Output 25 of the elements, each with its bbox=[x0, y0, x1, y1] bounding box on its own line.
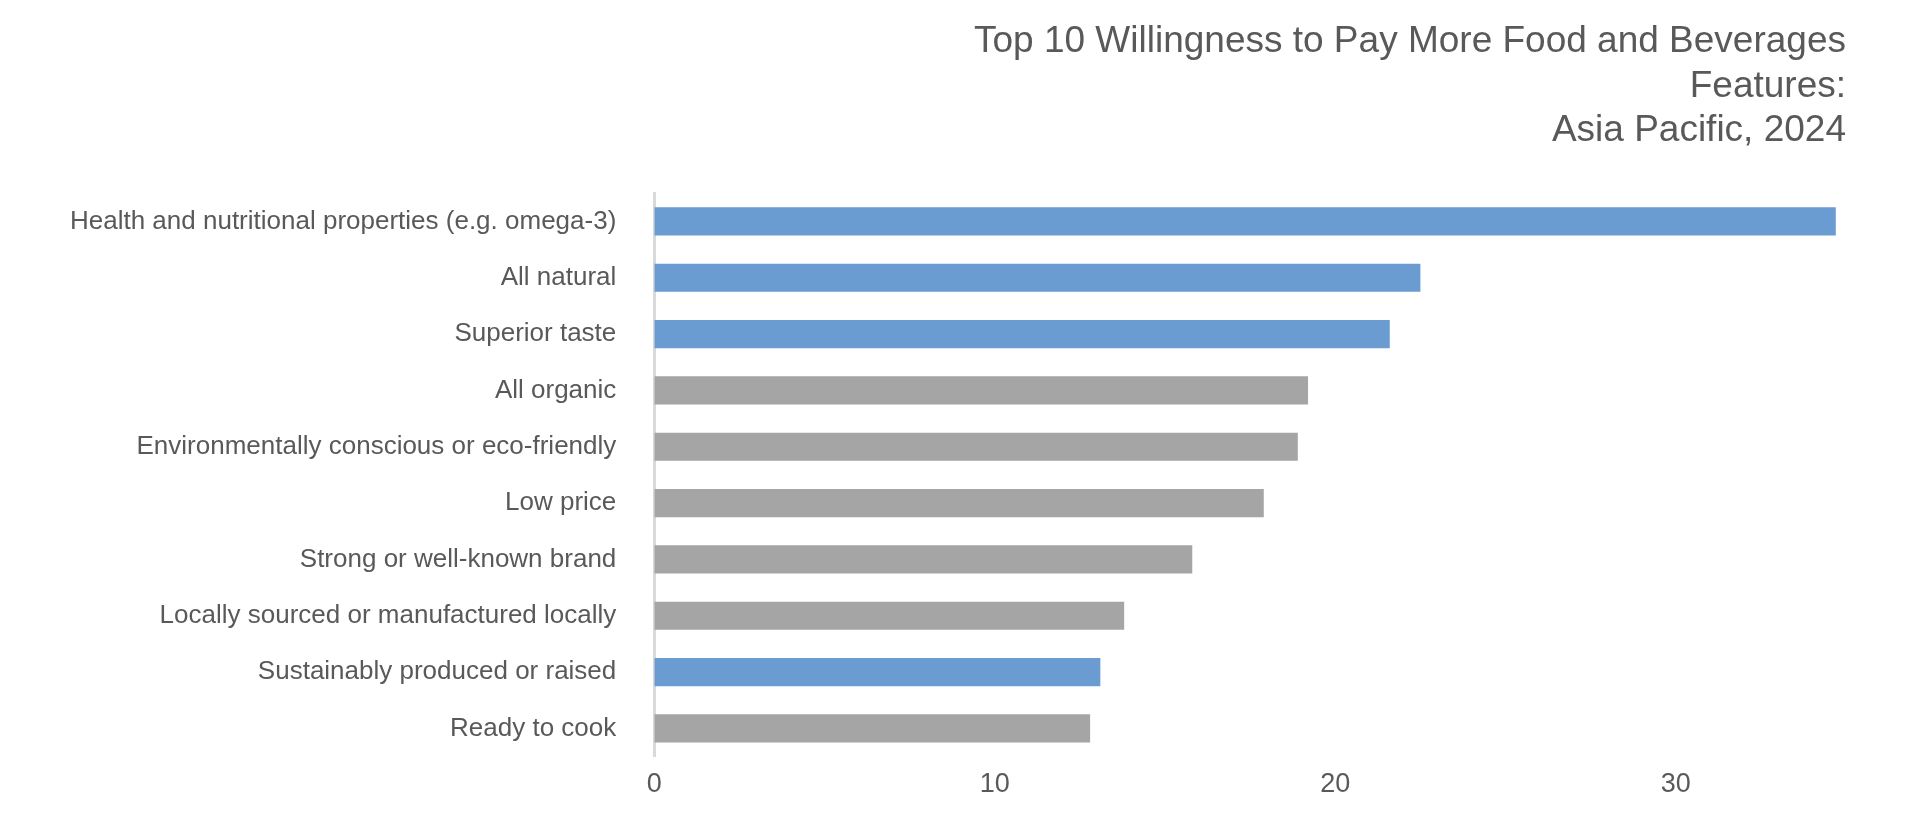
bar bbox=[654, 376, 1309, 405]
bar bbox=[654, 319, 1390, 349]
bar bbox=[654, 207, 1836, 236]
chart-title: Top 10 Willingness to Pay More Food and Beverages Features: Asia Pacific, 2024 bbox=[973, 19, 1846, 150]
y-tick-label: Health and nutritional properties (e.g. omega-3) bbox=[69, 204, 617, 235]
bar bbox=[654, 263, 1421, 292]
y-tick-label: Superior taste bbox=[454, 317, 617, 348]
y-tick-label: Environmentally conscious or eco-friendly bbox=[136, 429, 617, 460]
bar bbox=[654, 601, 1125, 630]
bar bbox=[654, 432, 1298, 461]
bar bbox=[654, 545, 1193, 574]
bar bbox=[654, 658, 1101, 687]
y-tick-label: Sustainably produced or raised bbox=[257, 655, 617, 686]
y-tick-label: Strong or well-known brand bbox=[299, 542, 617, 573]
bar bbox=[654, 714, 1091, 743]
y-tick-label: Low price bbox=[505, 486, 617, 517]
x-tick-label: 20 bbox=[1320, 768, 1351, 799]
y-tick-label: All organic bbox=[494, 373, 617, 404]
y-tick-label: Locally sourced or manufactured locally bbox=[159, 598, 617, 629]
x-tick-label: 0 bbox=[646, 768, 662, 799]
y-tick-label: Ready to cook bbox=[450, 711, 618, 742]
x-tick-label: 30 bbox=[1660, 768, 1691, 799]
x-tick-label: 10 bbox=[979, 768, 1010, 799]
bar bbox=[654, 488, 1264, 518]
y-tick-label: All natural bbox=[500, 260, 617, 291]
